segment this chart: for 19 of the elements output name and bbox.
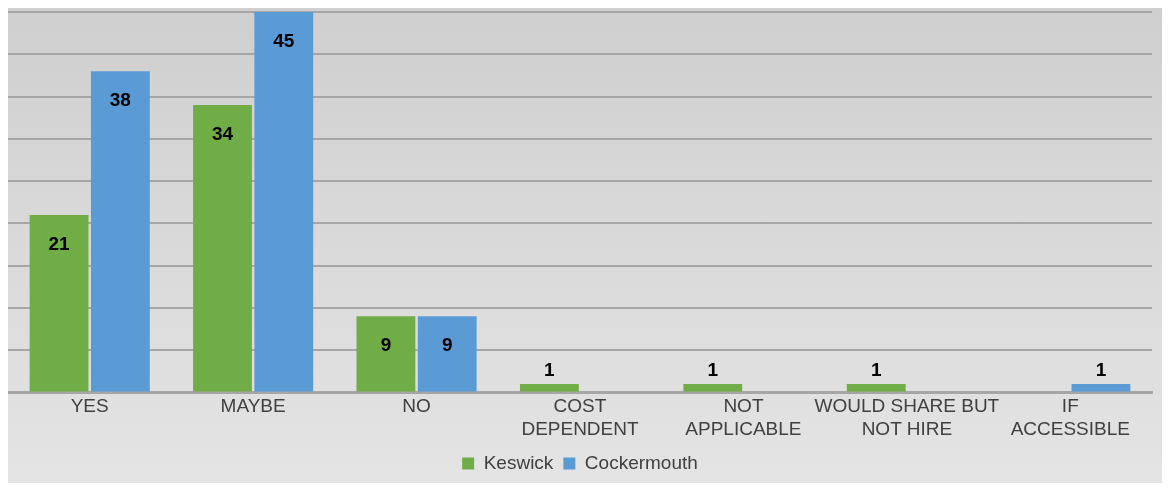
data-label: 1	[707, 358, 719, 380]
data-label: 1	[544, 358, 556, 380]
data-label: 34	[211, 122, 234, 144]
legend-label: Cockermouth	[584, 451, 698, 473]
data-label: 1	[870, 358, 882, 380]
x-tick-label: WOULD SHARE BUT NOT HIRE	[814, 395, 1000, 439]
x-tick-label: NO	[402, 395, 431, 417]
data-label: 1	[1095, 358, 1107, 380]
x-tick-label: MAYBE	[220, 395, 286, 417]
legend-label: Keswick	[483, 451, 554, 473]
data-label: 9	[380, 334, 392, 356]
x-tick-label: COST DEPENDENT	[521, 395, 639, 439]
data-label: 21	[48, 232, 71, 254]
x-tick-label: NOT APPLICABLE	[685, 395, 802, 439]
x-tick-label: IF ACCESSIBLE	[1010, 395, 1130, 439]
data-label: 45	[273, 29, 295, 51]
data-label: 9	[441, 334, 453, 356]
x-tick-label: YES	[70, 395, 109, 417]
data-label: 38	[109, 88, 131, 110]
